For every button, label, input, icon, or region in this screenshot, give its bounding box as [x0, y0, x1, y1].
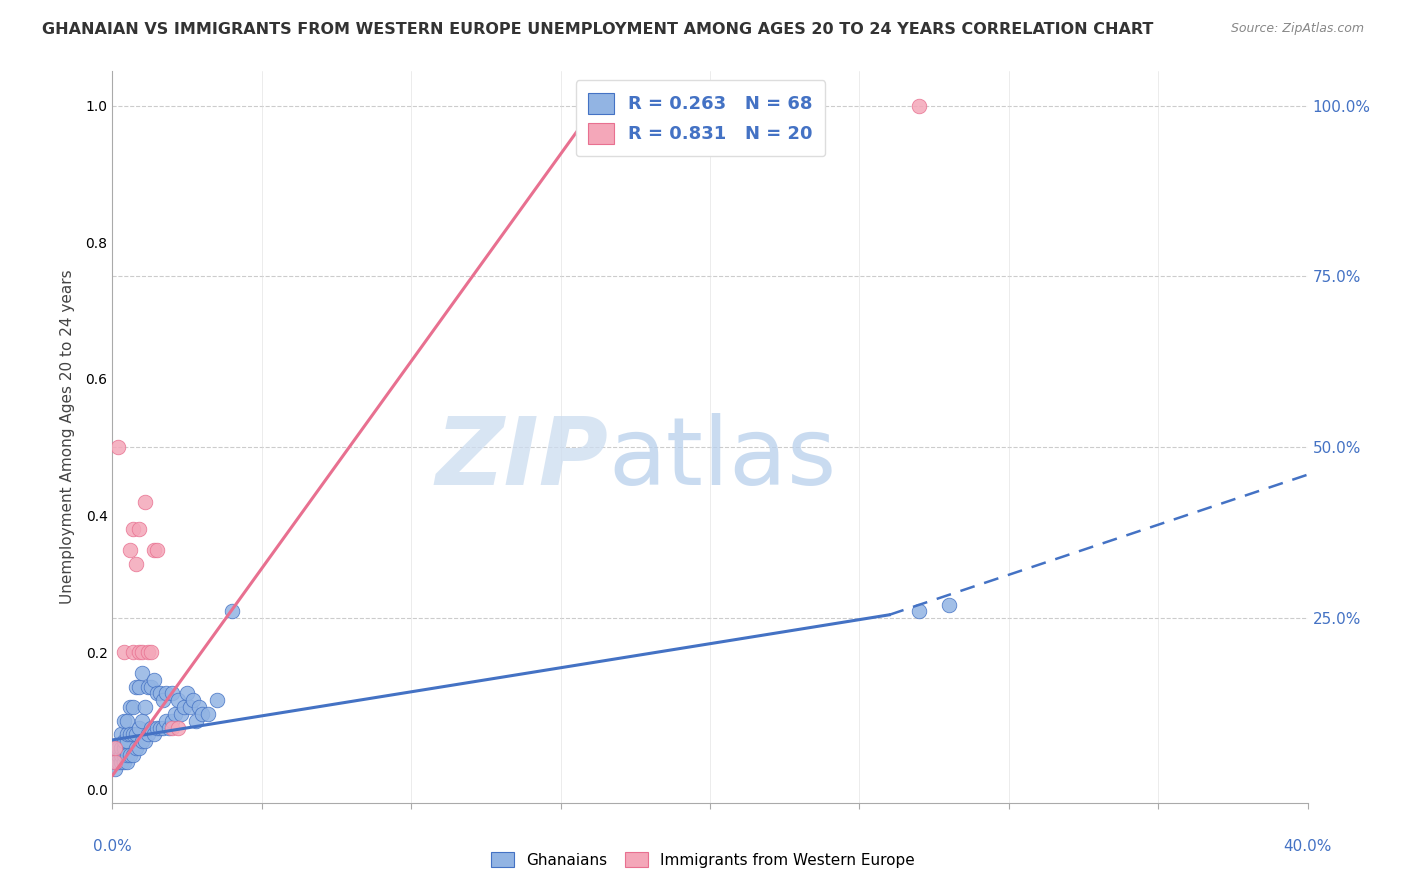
- Point: [125, 680, 148, 694]
- Point: [179, 700, 201, 714]
- Point: [149, 721, 172, 735]
- Point: [162, 714, 183, 728]
- Point: [131, 665, 153, 680]
- Point: [167, 693, 190, 707]
- Point: [205, 693, 228, 707]
- Point: [114, 645, 135, 659]
- Point: [120, 542, 142, 557]
- Point: [110, 747, 132, 762]
- Point: [191, 706, 214, 721]
- Point: [146, 721, 169, 735]
- Point: [110, 741, 132, 756]
- Point: [221, 604, 243, 618]
- Point: [125, 557, 148, 571]
- Point: [181, 693, 204, 707]
- Point: [122, 727, 145, 741]
- Legend: R = 0.263   N = 68, R = 0.831   N = 20: R = 0.263 N = 68, R = 0.831 N = 20: [575, 80, 825, 156]
- Point: [104, 755, 127, 769]
- Point: [170, 706, 193, 721]
- Point: [128, 721, 150, 735]
- Point: [146, 686, 169, 700]
- Point: [117, 755, 139, 769]
- Point: [114, 734, 135, 748]
- Point: [114, 714, 135, 728]
- Point: [122, 747, 145, 762]
- Point: [155, 714, 177, 728]
- Text: 0.0%: 0.0%: [93, 839, 132, 855]
- Text: 40.0%: 40.0%: [1284, 839, 1331, 855]
- Point: [141, 680, 163, 694]
- Point: [104, 755, 127, 769]
- Point: [908, 604, 931, 618]
- Point: [152, 721, 174, 735]
- Point: [149, 686, 172, 700]
- Point: [143, 542, 166, 557]
- Point: [110, 727, 132, 741]
- Point: [107, 440, 129, 454]
- Point: [197, 706, 219, 721]
- Text: atlas: atlas: [609, 413, 837, 505]
- Point: [157, 721, 180, 735]
- Y-axis label: Unemployment Among Ages 20 to 24 years: Unemployment Among Ages 20 to 24 years: [59, 269, 75, 605]
- Point: [107, 741, 129, 756]
- Point: [176, 686, 198, 700]
- Point: [131, 645, 153, 659]
- Point: [122, 700, 145, 714]
- Point: [134, 495, 156, 509]
- Point: [138, 680, 160, 694]
- Legend: Ghanaians, Immigrants from Western Europe: Ghanaians, Immigrants from Western Europ…: [484, 844, 922, 875]
- Point: [114, 755, 135, 769]
- Point: [188, 700, 211, 714]
- Point: [146, 542, 169, 557]
- Point: [138, 727, 160, 741]
- Point: [128, 645, 150, 659]
- Point: [117, 747, 139, 762]
- Point: [173, 700, 195, 714]
- Point: [143, 727, 166, 741]
- Point: [143, 673, 166, 687]
- Point: [162, 721, 183, 735]
- Point: [134, 734, 156, 748]
- Point: [138, 645, 160, 659]
- Text: ZIP: ZIP: [436, 413, 609, 505]
- Point: [114, 741, 135, 756]
- Point: [134, 700, 156, 714]
- Point: [104, 741, 127, 756]
- Point: [107, 755, 129, 769]
- Point: [117, 734, 139, 748]
- Text: Source: ZipAtlas.com: Source: ZipAtlas.com: [1230, 22, 1364, 36]
- Point: [125, 727, 148, 741]
- Point: [104, 762, 127, 776]
- Point: [141, 721, 163, 735]
- Point: [141, 645, 163, 659]
- Point: [155, 686, 177, 700]
- Point: [162, 686, 183, 700]
- Point: [110, 755, 132, 769]
- Point: [120, 727, 142, 741]
- Point: [165, 706, 187, 721]
- Point: [128, 741, 150, 756]
- Point: [186, 714, 208, 728]
- Point: [107, 747, 129, 762]
- Point: [120, 700, 142, 714]
- Text: GHANAIAN VS IMMIGRANTS FROM WESTERN EUROPE UNEMPLOYMENT AMONG AGES 20 TO 24 YEAR: GHANAIAN VS IMMIGRANTS FROM WESTERN EURO…: [42, 22, 1153, 37]
- Point: [131, 734, 153, 748]
- Point: [114, 747, 135, 762]
- Point: [117, 714, 139, 728]
- Point: [122, 645, 145, 659]
- Point: [131, 714, 153, 728]
- Point: [938, 598, 960, 612]
- Point: [128, 522, 150, 536]
- Point: [125, 741, 148, 756]
- Point: [908, 98, 931, 112]
- Point: [120, 747, 142, 762]
- Point: [167, 721, 190, 735]
- Point: [128, 680, 150, 694]
- Point: [117, 727, 139, 741]
- Point: [122, 522, 145, 536]
- Point: [152, 693, 174, 707]
